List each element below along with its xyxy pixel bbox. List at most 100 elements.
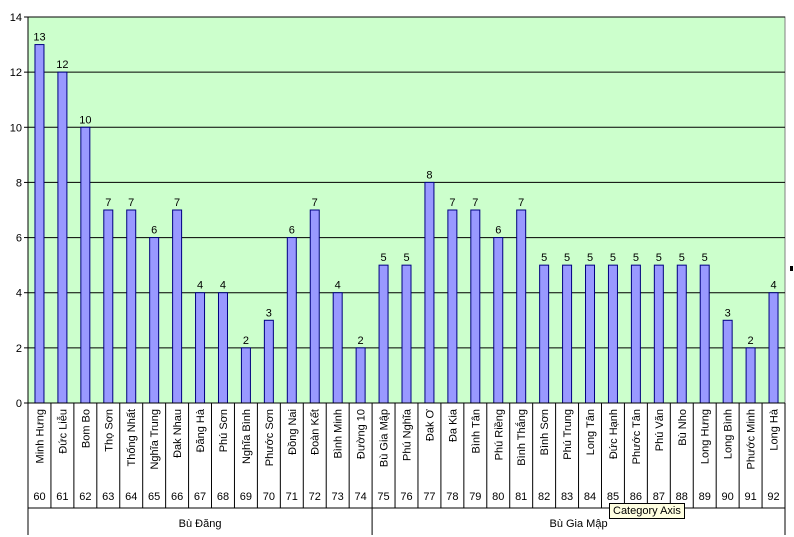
bar[interactable]	[607, 264, 618, 404]
bar[interactable]	[539, 264, 550, 404]
category-name-label: Long Hà	[769, 408, 781, 450]
bar[interactable]	[80, 126, 91, 404]
bar[interactable]	[149, 237, 160, 404]
data-label: 13	[33, 32, 45, 44]
category-name-label: Phú Văn	[654, 409, 666, 451]
bar[interactable]	[401, 264, 412, 404]
bar[interactable]	[493, 237, 504, 404]
category-name-label: Phú Nghĩa	[402, 408, 414, 461]
data-label: 7	[472, 197, 478, 209]
category-code-label: 89	[699, 491, 711, 503]
bar[interactable]	[699, 264, 710, 404]
category-name-label: Bình Thắng	[515, 409, 528, 466]
category-axis-tooltip: Category Axis	[609, 503, 685, 519]
category-code-label: 82	[538, 491, 550, 503]
category-name-label: Thống Nhất	[126, 409, 138, 466]
category-name-label: Phước Minh	[746, 409, 758, 469]
category-code-label: 85	[607, 491, 619, 503]
bar[interactable]	[768, 292, 779, 404]
bar[interactable]	[286, 237, 297, 404]
category-name-label: Nghĩa Bình	[241, 409, 253, 464]
data-label: 7	[312, 197, 318, 209]
y-tick-label: 2	[16, 343, 22, 355]
data-label: 7	[105, 197, 111, 209]
bar[interactable]	[103, 209, 114, 404]
bar[interactable]	[378, 264, 389, 404]
bar[interactable]	[332, 292, 343, 404]
category-code-label: 84	[584, 491, 596, 503]
category-name-label: Long Hưng	[700, 409, 712, 464]
data-label: 5	[679, 252, 685, 264]
bar[interactable]	[653, 264, 664, 404]
data-label: 6	[289, 225, 295, 237]
bar[interactable]	[562, 264, 573, 404]
category-code-label: 60	[33, 491, 45, 503]
bar[interactable]	[470, 209, 481, 404]
y-tick-label: 14	[10, 12, 22, 24]
category-code-label: 76	[400, 491, 412, 503]
bar[interactable]	[355, 347, 366, 404]
category-name-label: Thọ Sơn	[103, 409, 115, 452]
bar[interactable]	[447, 209, 458, 404]
bar[interactable]	[172, 209, 183, 404]
y-tick-label: 8	[16, 177, 22, 189]
data-label: 3	[266, 307, 272, 319]
category-name-label: Bom Bo	[80, 409, 92, 448]
data-label: 7	[518, 197, 524, 209]
data-label: 2	[748, 335, 754, 347]
category-name-label: Phú Riềng	[493, 409, 505, 460]
bar[interactable]	[722, 319, 733, 404]
bar[interactable]	[585, 264, 596, 404]
y-axis: 0 2 4 6 8 10 12 14	[10, 12, 29, 410]
bar[interactable]	[424, 181, 435, 404]
category-code-label: 68	[217, 491, 229, 503]
data-label: 5	[610, 252, 616, 264]
bar[interactable]	[240, 347, 251, 404]
data-label: 4	[770, 280, 776, 292]
category-name-label: Long Bình	[723, 409, 735, 459]
category-code-label: 74	[354, 491, 366, 503]
bar[interactable]	[217, 292, 228, 404]
data-labels: 13 12 10 7 7 6 7 4 4 2 3 6 7 4 2 5 5 8 7 7 6 7 5 5 5 5 5 5 5 5 3 2 4	[33, 32, 776, 347]
data-label: 5	[380, 252, 386, 264]
category-code-label: 73	[332, 491, 344, 503]
category-name-label: Đoàn Kết	[310, 409, 322, 455]
data-label: 2	[243, 335, 249, 347]
bar[interactable]	[676, 264, 687, 404]
data-label: 5	[702, 252, 708, 264]
bar[interactable]	[309, 209, 320, 404]
category-code-label: 79	[469, 491, 481, 503]
bar[interactable]	[745, 347, 756, 404]
category-code-label: 80	[492, 491, 504, 503]
data-label: 7	[128, 197, 134, 209]
bar[interactable]	[195, 292, 206, 404]
category-code-label: 63	[102, 491, 114, 503]
category-code-label: 90	[722, 491, 734, 503]
bar[interactable]	[516, 209, 527, 404]
bar[interactable]	[34, 44, 45, 404]
category-code-label: 91	[744, 491, 756, 503]
data-label: 5	[656, 252, 662, 264]
category-code-label: 87	[653, 491, 665, 503]
category-name-label: Bù Gia Mập	[379, 409, 391, 467]
y-tick-label: 4	[16, 288, 22, 300]
data-label: 10	[79, 114, 91, 126]
category-code-label: 71	[286, 491, 298, 503]
bars	[34, 44, 779, 404]
category-name-label: Phú Trung	[562, 409, 574, 460]
data-label: 6	[151, 225, 157, 237]
bar[interactable]	[57, 71, 68, 404]
bar[interactable]	[630, 264, 641, 404]
category-name-label: Đăng Hà	[195, 408, 207, 452]
category-name-label: Đak Ơ	[424, 408, 436, 441]
category-name-label: Bình Tân	[470, 409, 482, 453]
category-name-label: Nghĩa Trung	[149, 409, 161, 470]
x-axis[interactable]: Minh Hưng 60 Đức Liễu 61 Bom Bo 62 Thọ Sơn 63 Th…	[27, 402, 786, 535]
category-code-label: 65	[148, 491, 160, 503]
category-code-label: 78	[446, 491, 458, 503]
bar[interactable]	[126, 209, 137, 404]
category-name-label: Đồng Nai	[287, 409, 299, 455]
category-name-label: Minh Hưng	[34, 409, 46, 463]
data-label: 5	[403, 252, 409, 264]
bar[interactable]	[263, 319, 274, 404]
